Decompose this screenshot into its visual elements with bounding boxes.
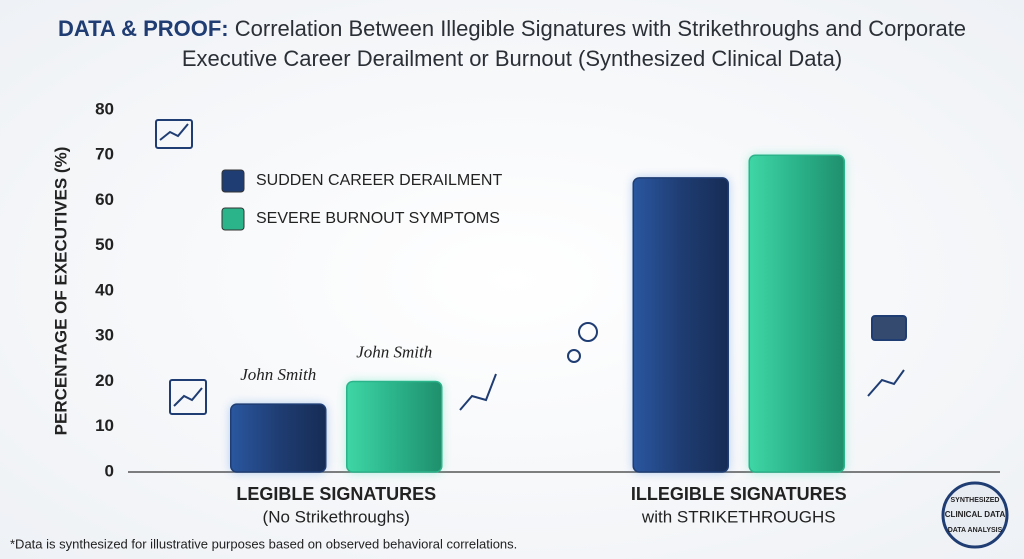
- x-tick-label: LEGIBLE SIGNATURES: [236, 484, 436, 504]
- y-tick-label: 50: [95, 235, 114, 254]
- badge: [941, 481, 1009, 549]
- y-tick-label: 20: [95, 371, 114, 390]
- y-tick-label: 60: [95, 190, 114, 209]
- bar: [748, 154, 845, 473]
- y-tick-label: 10: [95, 416, 114, 435]
- legend-label: SEVERE BURNOUT SYMPTOMS: [256, 210, 500, 227]
- footnote: *Data is synthesized for illustrative pu…: [10, 536, 517, 551]
- legend-swatch: [221, 207, 245, 231]
- x-tick-label: ILLEGIBLE SIGNATURES: [631, 484, 847, 504]
- y-axis-label: PERCENTAGE OF EXECUTIVES (%): [51, 147, 70, 436]
- y-tick-label: 40: [95, 280, 114, 299]
- title-text: Correlation Between Illegible Signatures…: [181, 16, 967, 71]
- x-tick-sublabel: (No Strikethroughs): [263, 507, 410, 526]
- bar: [230, 403, 327, 473]
- y-tick-label: 0: [105, 461, 114, 480]
- x-tick-sublabel: with STRIKETHROUGHS: [641, 507, 836, 526]
- y-tick-label: 30: [95, 326, 114, 345]
- bar: [346, 380, 443, 473]
- decor-icons: [155, 119, 907, 415]
- badge-text: DATA ANALYSIS: [948, 527, 1003, 534]
- y-tick-label: 80: [95, 99, 114, 118]
- y-tick-label: 70: [95, 145, 114, 164]
- title-lead: DATA & PROOF:: [57, 16, 229, 41]
- legend-swatch: [221, 169, 245, 193]
- signature: John Smith: [240, 365, 316, 384]
- chart-title: DATA & PROOF: Correlation Between Illegi…: [40, 14, 984, 74]
- signature: John Smith: [356, 342, 432, 361]
- badge-text: CLINICAL DATA: [945, 510, 1006, 519]
- badge-text: SYNTHESIZED: [950, 497, 999, 504]
- legend-label: SUDDEN CAREER DERAILMENT: [256, 172, 502, 189]
- bar: [632, 177, 729, 473]
